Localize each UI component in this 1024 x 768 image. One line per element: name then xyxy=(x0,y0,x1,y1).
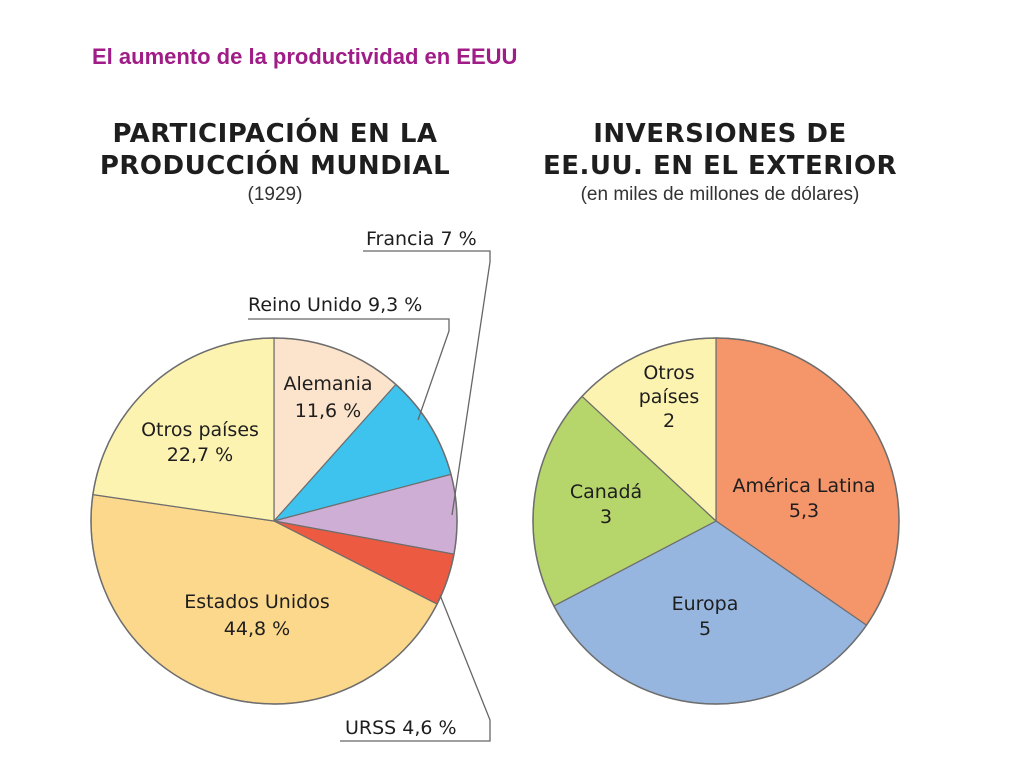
slice-label: América Latina xyxy=(732,475,875,497)
slice-label: Canadá xyxy=(570,481,642,503)
chart-title-production: PARTICIPACIÓN EN LA PRODUCCIÓN MUNDIAL xyxy=(80,118,470,182)
chart-subtitle-investments: (en miles de millones de dólares) xyxy=(580,184,860,205)
slice-value: 22,7 % xyxy=(167,444,233,466)
slice-value: 3 xyxy=(600,506,612,528)
leader-line xyxy=(248,318,450,421)
chart-title-line: PARTICIPACIÓN EN LA xyxy=(112,119,438,149)
leader-line xyxy=(363,250,491,516)
slice-label: Europa xyxy=(672,593,739,615)
slice-value: 2 xyxy=(663,410,675,432)
slice-value: 11,6 % xyxy=(295,400,361,422)
leader-line xyxy=(340,594,491,742)
slice-label: Estados Unidos xyxy=(184,591,329,613)
chart-title-investments: INVERSIONES DE EE.UU. EN EL EXTERIOR xyxy=(520,118,920,182)
slice-value: 44,8 % xyxy=(224,618,290,640)
slice-value: 5 xyxy=(699,618,711,640)
chart-subtitle-production: (1929) xyxy=(247,184,303,205)
pie-outline xyxy=(90,337,458,705)
slice-label: Reino Unido 9,3 % xyxy=(248,294,422,316)
chart-title-line: INVERSIONES DE xyxy=(593,119,847,149)
slice-label: Otros países xyxy=(141,419,259,441)
slice-label: Francia 7 % xyxy=(366,228,477,250)
page-heading: El aumento de la productividad en EEUU xyxy=(92,44,518,69)
chart-title-line: EE.UU. EN EL EXTERIOR xyxy=(542,151,898,181)
chart-title-line: PRODUCCIÓN MUNDIAL xyxy=(99,151,451,181)
slice-label: Otros xyxy=(643,362,694,384)
slice-label: países xyxy=(639,386,699,408)
pie-outline xyxy=(532,337,900,705)
slice-label: Alemania xyxy=(283,373,372,395)
slice-label: URSS 4,6 % xyxy=(345,717,457,739)
slice-value: 5,3 xyxy=(789,500,819,522)
